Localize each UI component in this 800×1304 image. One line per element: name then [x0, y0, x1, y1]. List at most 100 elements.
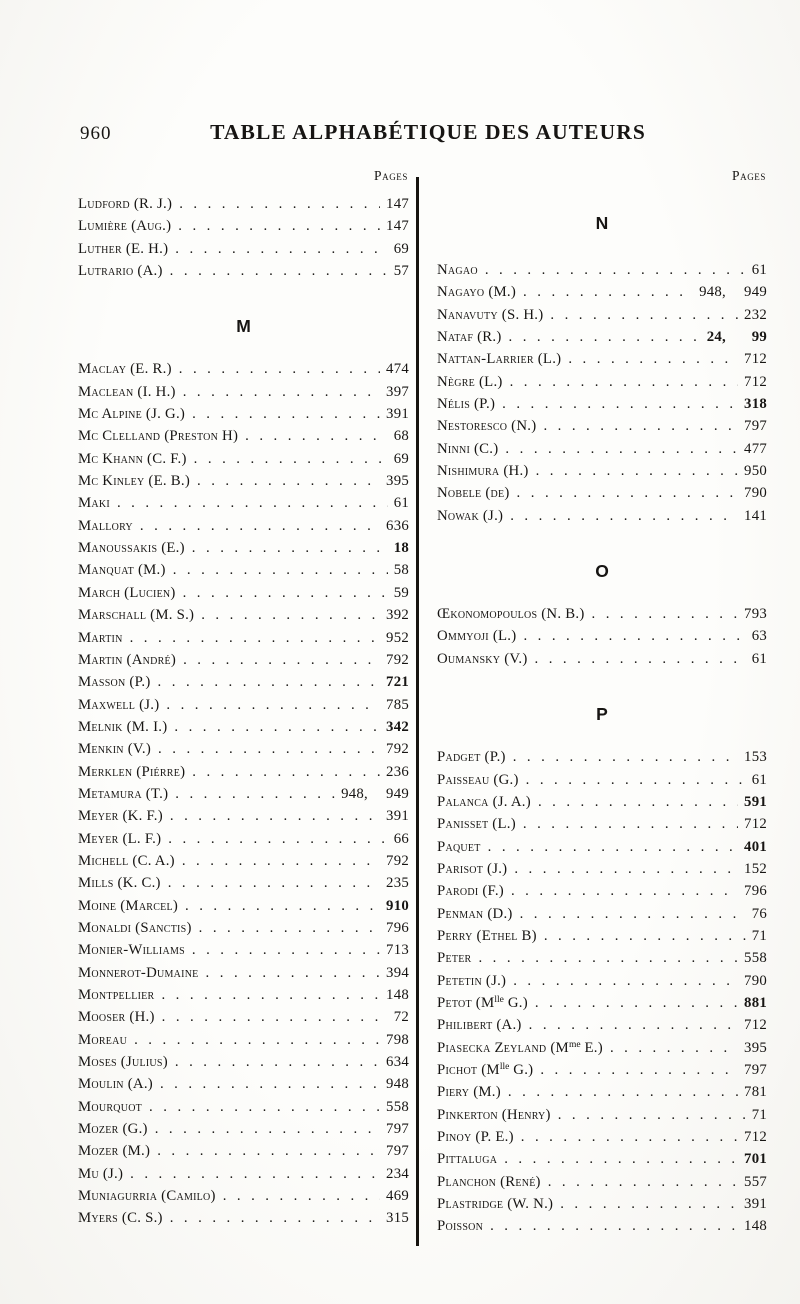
index-entry: Pichot (Mlle G.) 797 [437, 1062, 767, 1084]
dot-leader [513, 973, 738, 990]
page-ref: 58 [393, 562, 409, 579]
page-ref: 558 [386, 1098, 409, 1115]
index-entry: Metamura (T.) 948, 949 [78, 786, 409, 808]
author-name: Meyer (K. F.) [78, 808, 163, 825]
index-entry: Mc Alpine (J. G.) 391 [78, 406, 409, 428]
dot-leader [490, 1218, 738, 1235]
page-ref: 790 [744, 485, 767, 502]
page-ref: 797 [744, 1061, 767, 1078]
index-entry: Pittaluga 701 [437, 1151, 767, 1173]
page-ref: 712 [744, 373, 767, 390]
dot-leader [192, 540, 388, 557]
page-ref: 61 [751, 650, 767, 667]
index-entry: Mu (J.) 234 [78, 1166, 409, 1188]
dot-leader [540, 1062, 738, 1079]
page-ref: 153 [744, 749, 767, 766]
author-name: Pinoy (P. E.) [437, 1129, 514, 1145]
author-name: Monier-Williams [78, 942, 185, 959]
dot-leader [543, 418, 738, 435]
page-ref: 391 [386, 406, 409, 423]
page-ref: 57 [393, 263, 409, 280]
dot-leader [504, 1151, 738, 1168]
page-title: TABLE ALPHABÉTIQUE DES AUTEURS [210, 120, 646, 144]
author-name: Parisot (J.) [437, 860, 508, 877]
author-name: Ninni (C.) [437, 440, 499, 457]
page-ref: 147 [386, 218, 409, 235]
author-name: Moine (Marcel) [78, 897, 179, 914]
dot-leader [158, 674, 381, 691]
page-ref-first: 24, [706, 329, 726, 346]
dot-leader [502, 396, 738, 413]
dot-leader [168, 831, 387, 848]
author-name: Mozer (M.) [78, 1143, 151, 1160]
dot-leader [179, 361, 380, 378]
index-entry: Panisset (L.) 712 [437, 816, 767, 838]
index-entry: Moine (Marcel) 910 [78, 898, 409, 920]
author-name: Peter [437, 950, 472, 967]
dot-leader [192, 764, 380, 781]
author-name: Menkin (V.) [78, 741, 152, 758]
dot-leader [117, 495, 388, 512]
author-name: Maclay (E. R.) [78, 361, 172, 378]
author-name: Mc Clelland (Preston H) [78, 428, 239, 445]
author-name: Palanca (J. A.) [437, 793, 531, 810]
index-entry: Padget (P.) 153 [437, 749, 767, 771]
dot-leader [523, 628, 745, 645]
author-name: Maclean (I. H.) [78, 383, 176, 400]
dot-leader [510, 374, 738, 391]
page-ref: 148 [744, 1218, 767, 1235]
section-letter: M [236, 316, 251, 337]
index-entry: Monaldi (Sanctis) 796 [78, 920, 409, 942]
page-ref: 793 [744, 606, 767, 623]
author-name: Perry (Ethel B) [437, 927, 537, 944]
page-ref: 71 [751, 1106, 767, 1123]
author-name: Moses (Julius) [78, 1054, 168, 1071]
author-name: Piery (M.) [437, 1084, 501, 1101]
page-ref: 948 [386, 1076, 409, 1093]
page-ref: 232 [744, 306, 767, 323]
author-name: Nataf (R.) [437, 329, 502, 346]
author-name: Nishimura (H.) [437, 463, 529, 480]
index-entry: Moulin (A.) 948 [78, 1076, 409, 1098]
index-section: Ludford (R. J.) 147 Lumière (Aug.) 147 Luthe… [78, 196, 409, 285]
author-name: Pinkerton (Henry) [437, 1106, 551, 1123]
page-ref: 477 [744, 440, 767, 457]
index-entry: Manoussakis (E.) 18 [78, 540, 409, 562]
page-ref: 952 [386, 629, 409, 646]
page-ref-first: 948, [341, 785, 368, 802]
index-entry: Moreau 798 [78, 1032, 409, 1054]
index-section: N Nagao 61 Nagayo (M.) 948, 949 Nanavuty (S. H… [437, 212, 767, 530]
page-ref: 634 [386, 1054, 409, 1071]
dot-leader [558, 1107, 746, 1124]
author-name: Mu (J.) [78, 1165, 124, 1182]
index-entry: Nagao 61 [437, 262, 767, 284]
index-entry: Mallory 636 [78, 518, 409, 540]
dot-leader [175, 1054, 380, 1071]
index-entry: Lumière (Aug.) 147 [78, 218, 409, 240]
page-ref: 469 [386, 1188, 409, 1205]
page-ref: 236 [386, 763, 409, 780]
page-number: 960 [80, 123, 112, 144]
index-entry: Merklen (Piérre) 236 [78, 764, 409, 786]
section-letter: N [595, 213, 609, 233]
author-name: Mooser (H.) [78, 1009, 155, 1026]
dot-leader [529, 1017, 738, 1034]
page-ref: 395 [744, 1039, 767, 1056]
dot-leader [194, 451, 388, 468]
author-name: Muniagurria (Camilo) [78, 1188, 216, 1205]
page-ref: 796 [744, 883, 767, 900]
dot-leader [161, 987, 380, 1004]
index-entry: Manquat (M.) 58 [78, 562, 409, 584]
page-ref: 318 [744, 396, 767, 413]
index-entry: Nestoresco (N.) 797 [437, 418, 767, 440]
index-entry: Martin 952 [78, 630, 409, 652]
dot-leader [511, 883, 738, 900]
page-ref: 69 [393, 240, 409, 257]
index-entry: Monier-Williams 713 [78, 942, 409, 964]
superscript-abbrev: lle [494, 994, 504, 1005]
page-ref: 792 [386, 852, 409, 869]
index-entry: Pinkerton (Henry) 71 [437, 1107, 767, 1129]
superscript-abbrev: me [568, 1039, 581, 1050]
index-entry: Poisson 148 [437, 1218, 767, 1240]
page-ref: 797 [386, 1121, 409, 1138]
